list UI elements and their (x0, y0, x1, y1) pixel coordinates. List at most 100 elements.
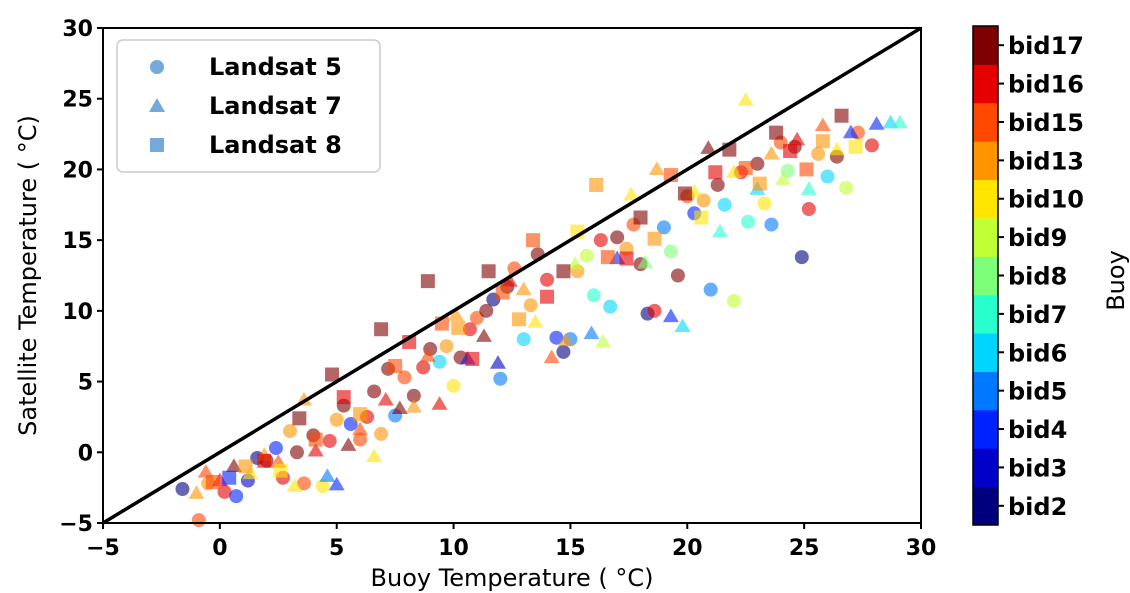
circle-point-landsat-5-8 (268, 441, 283, 456)
reference-line-y-equals-x (102, 26, 922, 525)
triangle-point-landsat-7-35 (648, 161, 665, 176)
circle-point-landsat-5-79 (820, 169, 835, 184)
y-tick-label: 15 (62, 229, 93, 254)
circle-point-landsat-5-3 (217, 484, 232, 499)
square-point-landsat-8-37 (783, 144, 798, 159)
triangle-point-landsat-7-48 (814, 117, 831, 132)
triangle-point-landsat-7-47 (800, 181, 817, 195)
square-point-landsat-8-36 (769, 125, 784, 140)
x-tick-label: 5 (329, 536, 344, 561)
x-tick-label: 25 (789, 536, 820, 561)
colorbar-label-bid17: bid17 (1008, 32, 1084, 60)
colorbar-segment-bid3 (973, 448, 998, 488)
circle-point-landsat-5-27 (416, 360, 431, 375)
square-point-landsat-8-6 (308, 432, 323, 447)
square-point-landsat-8-13 (420, 274, 435, 289)
legend: Landsat 5 Landsat 7 Landsat 8 (116, 39, 381, 173)
y-tick-label: −5 (59, 512, 93, 537)
legend-marker-landsat-8 (150, 138, 164, 152)
y-axis-label: Satellite Temperature ( °C) (14, 115, 42, 436)
square-point-landsat-8-25 (600, 250, 615, 265)
x-tick-label: 30 (906, 536, 937, 561)
triangle-point-landsat-7-18 (419, 348, 436, 362)
circle-point-landsat-5-40 (516, 332, 531, 347)
circle-point-landsat-5-48 (579, 248, 594, 263)
triangle-point-landsat-7-50 (842, 124, 859, 139)
circle-point-landsat-5-12 (296, 476, 311, 491)
circle-point-landsat-5-65 (710, 177, 725, 192)
triangle-point-landsat-7-24 (501, 273, 518, 287)
square-point-landsat-8-0 (205, 474, 220, 489)
square-point-landsat-8-3 (257, 453, 272, 468)
x-tick-label: −5 (86, 536, 120, 561)
colorbar-label-bid2: bid2 (1008, 493, 1067, 521)
colorbar-label-bid8: bid8 (1008, 263, 1067, 291)
triangle-point-landsat-7-44 (763, 145, 780, 160)
triangle-point-landsat-7-10 (319, 468, 336, 482)
square-point-landsat-8-15 (451, 320, 466, 335)
circle-point-landsat-5-10 (282, 424, 297, 439)
colorbar-label-bid9: bid9 (1008, 224, 1067, 252)
square-point-landsat-8-7 (325, 367, 340, 382)
triangle-point-landsat-7-14 (366, 448, 383, 463)
legend-label-landsat-5: Landsat 5 (209, 53, 342, 81)
triangle-point-landsat-7-13 (352, 421, 369, 436)
y-axis-ticks: −5 0 5 10 15 20 25 30 (59, 17, 103, 537)
triangle-point-landsat-7-17 (405, 399, 422, 413)
triangle-point-landsat-7-31 (595, 333, 612, 348)
square-point-landsat-8-28 (647, 231, 662, 246)
triangle-point-landsat-7-28 (557, 332, 574, 347)
colorbar-segment-bid16 (973, 64, 998, 104)
circle-point-landsat-5-45 (556, 344, 571, 359)
triangle-point-landsat-7-37 (674, 318, 691, 333)
circle-point-landsat-5-83 (864, 138, 879, 153)
circle-point-landsat-5-22 (374, 426, 389, 441)
circle-point-landsat-5-15 (322, 433, 337, 448)
triangle-point-landsat-7-22 (475, 328, 492, 342)
triangle-point-landsat-7-26 (527, 314, 544, 328)
x-tick-label: 10 (438, 536, 469, 561)
legend-box (116, 39, 381, 173)
square-point-landsat-8-20 (526, 233, 541, 248)
circle-point-landsat-5-44 (549, 330, 564, 345)
circle-point-landsat-5-71 (757, 196, 772, 211)
triangle-point-landsat-7-12 (340, 437, 357, 451)
y-tick-label: 10 (62, 300, 93, 325)
circle-point-landsat-5-69 (741, 214, 756, 229)
x-axis-label: Buoy Temperature ( °C) (371, 564, 654, 592)
circle-point-landsat-5-58 (656, 220, 671, 235)
square-point-landsat-8-34 (738, 161, 753, 176)
square-point-landsat-8-16 (465, 351, 480, 366)
legend-label-landsat-7: Landsat 7 (209, 92, 342, 120)
colorbar-segment-bid15 (973, 102, 998, 142)
colorbar-label-bid10: bid10 (1008, 186, 1084, 214)
colorbar-label-bid6: bid6 (1008, 339, 1067, 367)
y-tick-label: 30 (62, 17, 93, 42)
triangle-point-landsat-7-23 (489, 355, 506, 369)
square-point-landsat-8-2 (238, 459, 253, 474)
y-tick-label: 20 (62, 158, 93, 183)
triangle-point-landsat-7-29 (567, 256, 584, 270)
circle-point-landsat-5-57 (647, 303, 662, 318)
triangle-point-landsat-7-27 (543, 349, 560, 364)
triangle-point-landsat-7-19 (431, 396, 448, 410)
triangle-point-landsat-7-51 (868, 116, 885, 130)
circle-point-landsat-5-76 (794, 250, 809, 265)
colorbar-segment-bid6 (973, 333, 998, 372)
triangle-point-landsat-7-11 (328, 476, 345, 491)
colorbar-segment-bid7 (973, 294, 998, 334)
triangle-point-landsat-7-3 (225, 458, 242, 473)
colorbar-segment-bid10 (973, 179, 998, 219)
square-point-landsat-8-35 (752, 176, 767, 191)
colorbar-segment-bid17 (973, 26, 998, 65)
triangle-point-landsat-7-9 (307, 442, 324, 457)
colorbar-label: Buoy (1102, 250, 1130, 311)
circle-point-landsat-5-66 (717, 197, 732, 212)
x-tick-label: 15 (555, 536, 586, 561)
square-point-landsat-8-9 (353, 407, 368, 422)
triangle-point-landsat-7-16 (391, 400, 408, 415)
square-point-landsat-8-21 (540, 289, 555, 304)
colorbar-frame (972, 25, 999, 526)
circle-point-landsat-5-25 (397, 370, 412, 385)
colorbar-segment-bid5 (973, 371, 998, 411)
